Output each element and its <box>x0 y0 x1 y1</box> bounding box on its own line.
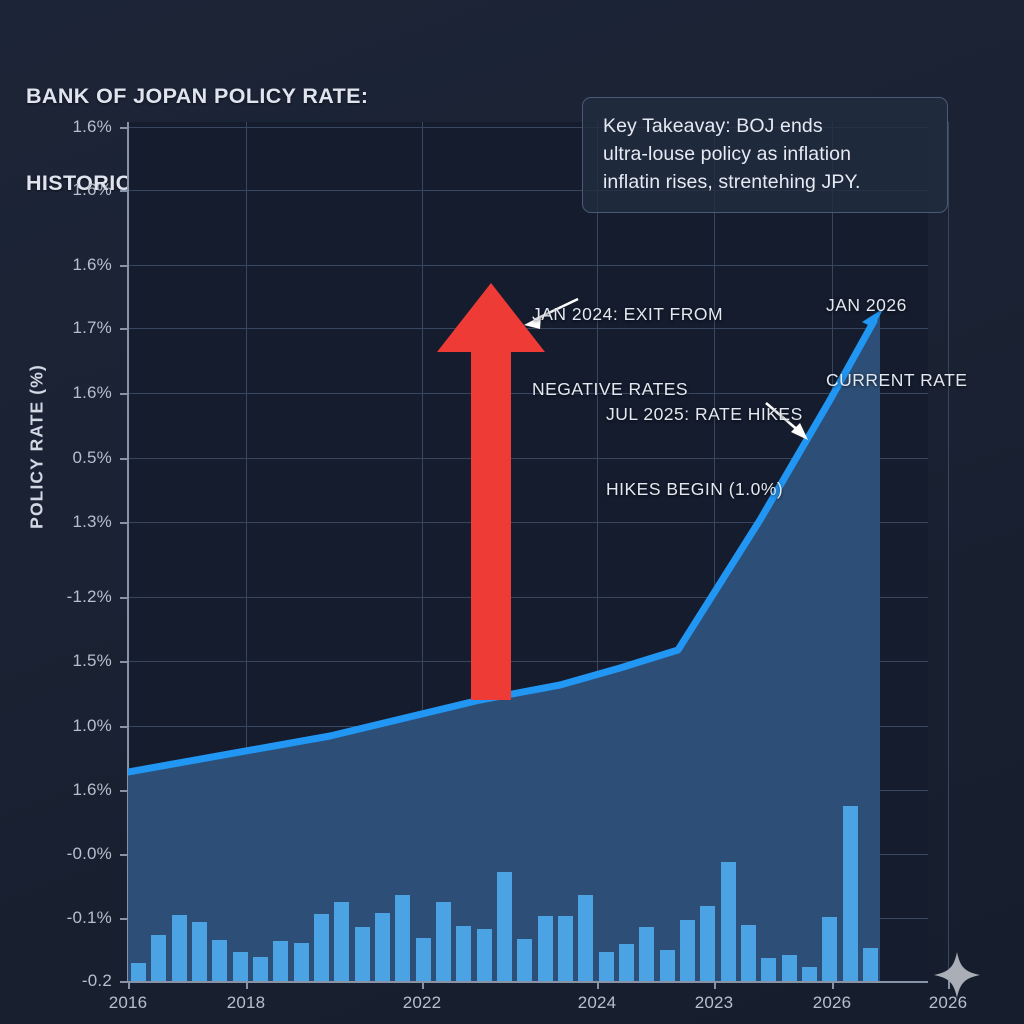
y-tick-label: 1.6% <box>72 383 112 402</box>
gridline-horizontal <box>128 393 928 394</box>
annotation-exit-negative-rates: JAN 2024: EXIT FROM NEGATIVE RATES <box>532 252 723 452</box>
x-tick-label: 2024 <box>577 993 617 1012</box>
gridline-horizontal <box>128 190 928 191</box>
plot-area <box>128 122 949 982</box>
gridline-vertical <box>714 122 715 982</box>
gridline-horizontal <box>128 127 928 128</box>
x-tick-label: 2026 <box>812 993 852 1012</box>
x-tick-label: 2023 <box>694 993 734 1012</box>
gridline-horizontal <box>128 522 928 523</box>
annotation-current-line-1: JAN 2026 <box>826 295 907 315</box>
gridline-horizontal <box>128 854 928 855</box>
gridline-vertical <box>246 122 247 982</box>
y-tick-label: 1.7% <box>72 318 112 337</box>
y-tick-label: 1.6% <box>72 255 112 274</box>
gridline-horizontal <box>128 790 928 791</box>
callout-line-3: inflatin rises, strentehing JPY. <box>603 171 861 193</box>
sparkle-icon <box>934 952 980 998</box>
annotation-exit-line-2: NEGATIVE RATES <box>532 379 689 399</box>
y-tick-label: -0.1% <box>66 908 112 927</box>
annotation-current-line-2: CURRENT RATE <box>826 370 968 390</box>
gridline-horizontal <box>128 597 928 598</box>
gridline-vertical <box>597 122 598 982</box>
gridline-horizontal <box>128 328 928 329</box>
annotation-current-rate: JAN 2026 CURRENT RATE <box>826 243 967 443</box>
x-tick-label: 2026 <box>928 993 968 1012</box>
key-takeaway-callout: Key Takeavay: BOJ ends ultra-louse polic… <box>582 97 948 213</box>
gridline-vertical <box>422 122 423 982</box>
gridline-horizontal <box>128 458 928 459</box>
y-tick-label: 1.6% <box>72 117 112 136</box>
x-tick-label: 2016 <box>108 993 148 1012</box>
annotation-exit-line-1: JAN 2024: EXIT FROM <box>532 304 724 324</box>
y-tick-label: 1.0% <box>72 716 112 735</box>
x-tick-label: 2018 <box>226 993 266 1012</box>
y-tick-label: -0.2 <box>81 971 112 990</box>
gridline-horizontal <box>128 661 928 662</box>
gridline-horizontal <box>128 265 928 266</box>
title-line-1: BANK OF JOPAN POLICY RATE: <box>26 84 369 108</box>
annotation-rate-hikes-begin: JUL 2025: RATE HIKES HIKES BEGIN (1.0%) <box>606 352 803 552</box>
annotation-hikes-line-2: HIKES BEGIN (1.0%) <box>606 479 784 499</box>
x-axis-line <box>128 981 928 983</box>
gridline-horizontal <box>128 918 928 919</box>
y-tick-label: 1.5% <box>72 651 112 670</box>
y-axis-line <box>127 122 129 982</box>
y-axis-title: POLICY RATE (%) <box>26 364 47 529</box>
x-tick-label: 2022 <box>402 993 442 1012</box>
callout-line-1: Key Takeavay: BOJ ends <box>603 115 823 137</box>
y-tick-label: 1.3% <box>72 512 112 531</box>
y-tick-label: -0.0% <box>66 844 112 863</box>
callout-line-2: ultra-louse policy as inflation <box>603 143 852 165</box>
y-tick-label: 1.6% <box>72 180 112 199</box>
y-tick-label: 1.6% <box>72 780 112 799</box>
gridline-vertical <box>948 122 949 982</box>
y-tick-label: -1.2% <box>66 587 112 606</box>
y-tick-label: 0.5% <box>72 448 112 467</box>
gridline-horizontal <box>128 726 928 727</box>
annotation-hikes-line-1: JUL 2025: RATE HIKES <box>606 404 803 424</box>
